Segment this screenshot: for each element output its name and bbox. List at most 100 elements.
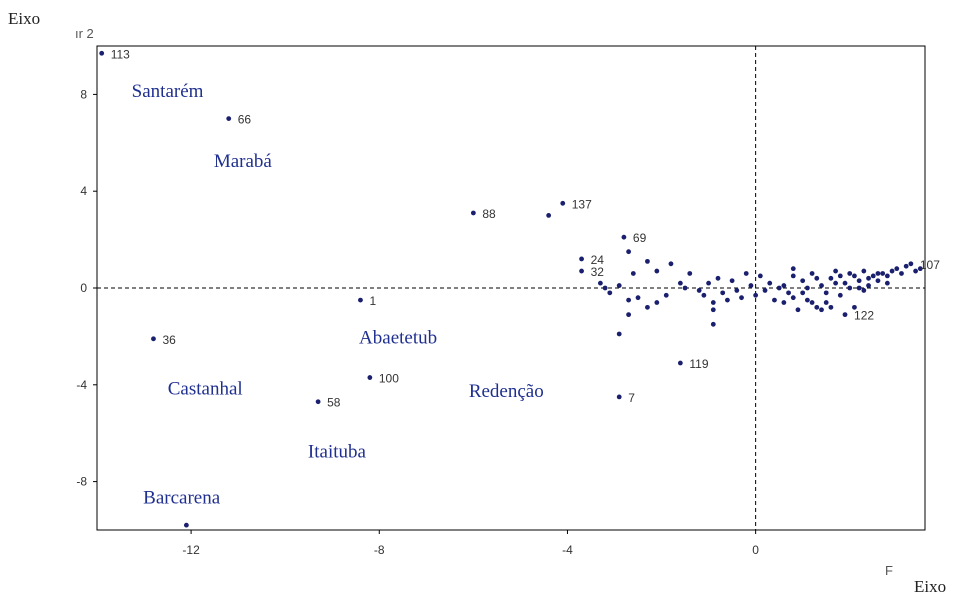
data-point xyxy=(645,258,650,264)
data-point xyxy=(99,50,105,56)
data-point xyxy=(757,273,763,279)
data-point xyxy=(870,273,876,279)
data-point-label: 122 xyxy=(854,309,874,323)
data-point xyxy=(367,375,373,380)
y-axis-title-fragment: ır 2 xyxy=(75,26,94,41)
data-point xyxy=(645,304,650,310)
data-point xyxy=(781,283,787,288)
data-point-label: 24 xyxy=(591,253,605,267)
data-point-label: 88 xyxy=(482,207,496,221)
data-point xyxy=(790,266,796,272)
data-point-label: 107 xyxy=(920,258,940,272)
data-point xyxy=(800,290,806,296)
data-point xyxy=(226,116,232,121)
data-point xyxy=(819,307,824,313)
data-point-label: 69 xyxy=(633,231,647,245)
x-tick-label: -8 xyxy=(374,543,385,557)
data-point xyxy=(776,285,782,291)
city-annotation: Marabá xyxy=(214,151,273,172)
data-point xyxy=(917,266,923,272)
y-axis-word: Eixo xyxy=(8,9,40,28)
data-point xyxy=(621,234,627,240)
data-point xyxy=(710,300,716,305)
data-point xyxy=(884,280,890,286)
data-point xyxy=(607,290,613,296)
y-tick-label: 4 xyxy=(80,184,87,198)
data-point-label: 58 xyxy=(327,396,341,410)
data-point xyxy=(560,200,566,206)
data-point xyxy=(687,271,693,276)
data-point-label: 100 xyxy=(379,372,399,386)
data-point xyxy=(696,288,702,293)
data-point xyxy=(546,213,552,218)
data-point xyxy=(856,278,862,284)
data-point xyxy=(899,271,904,276)
x-tick-label: -12 xyxy=(182,543,200,557)
data-point xyxy=(833,268,839,274)
data-point xyxy=(903,263,909,269)
y-tick-label: -8 xyxy=(76,475,87,489)
data-point xyxy=(729,278,735,284)
city-annotation: Santarém xyxy=(132,81,204,102)
data-point xyxy=(151,336,156,342)
y-tick-label: 0 xyxy=(80,281,87,295)
data-point xyxy=(861,288,867,293)
data-point xyxy=(908,261,914,267)
data-point xyxy=(470,210,476,216)
data-point xyxy=(315,399,321,405)
data-point xyxy=(579,256,584,262)
data-point-label: 36 xyxy=(162,333,176,347)
data-point xyxy=(725,297,730,303)
data-point xyxy=(183,522,189,528)
data-point xyxy=(616,331,622,337)
data-point xyxy=(866,283,871,288)
city-annotation: Redenção xyxy=(469,381,544,402)
data-point xyxy=(748,283,754,288)
city-annotation: Abaetetub xyxy=(359,328,437,349)
data-point xyxy=(654,300,660,305)
data-point-label: 137 xyxy=(572,197,592,211)
data-point xyxy=(710,307,716,313)
data-point xyxy=(677,280,683,286)
data-point xyxy=(847,271,853,276)
data-point xyxy=(668,261,674,267)
data-point xyxy=(913,268,918,274)
data-point xyxy=(654,268,660,274)
data-point xyxy=(852,304,857,310)
data-point xyxy=(616,394,622,400)
data-point xyxy=(710,321,716,327)
data-point xyxy=(828,275,834,281)
data-point xyxy=(602,285,608,291)
data-point xyxy=(626,249,632,255)
data-point xyxy=(616,283,622,288)
data-point xyxy=(823,300,829,305)
data-point xyxy=(682,285,688,291)
data-point xyxy=(663,292,669,298)
data-point xyxy=(579,268,584,274)
data-point xyxy=(837,273,843,279)
data-point-label: 119 xyxy=(689,357,708,371)
data-point xyxy=(626,297,632,303)
y-tick-label: -4 xyxy=(76,378,87,392)
data-point xyxy=(767,280,773,286)
data-point xyxy=(875,278,881,284)
data-point xyxy=(762,288,768,293)
x-axis-word: Eixo xyxy=(914,577,946,596)
data-point xyxy=(842,312,848,318)
data-point xyxy=(842,280,848,286)
data-point xyxy=(828,304,834,310)
data-point xyxy=(804,297,810,303)
data-point xyxy=(875,271,881,276)
data-point xyxy=(819,283,824,288)
data-point xyxy=(734,288,740,293)
data-point xyxy=(800,278,806,284)
data-point xyxy=(786,290,791,296)
data-point xyxy=(781,300,787,305)
data-point xyxy=(715,275,721,281)
data-point-label: 32 xyxy=(591,265,605,279)
data-point xyxy=(720,290,726,296)
data-point xyxy=(884,273,890,279)
data-point xyxy=(833,280,839,286)
data-point xyxy=(861,268,867,274)
